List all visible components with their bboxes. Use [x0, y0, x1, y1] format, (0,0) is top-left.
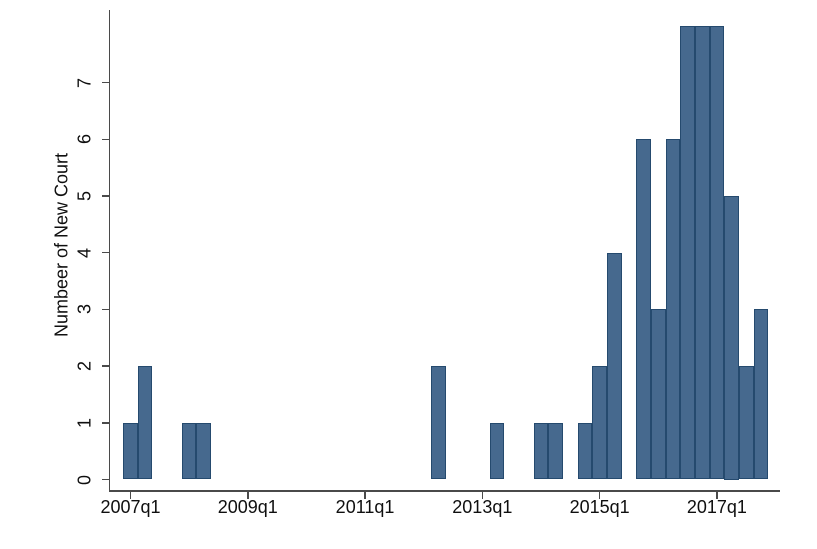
y-axis-line [108, 10, 110, 490]
x-tick-label: 2013q1 [452, 497, 513, 517]
histogram-bar [680, 25, 695, 480]
histogram-bar [577, 422, 593, 480]
histogram-bar [431, 366, 446, 480]
x-tick-mark [716, 491, 718, 499]
y-tick-mark [101, 478, 109, 481]
y-tick-label: 2 [74, 361, 95, 372]
histogram-bar [753, 309, 769, 480]
y-tick-label: 3 [74, 304, 95, 315]
y-tick-mark [101, 195, 109, 197]
x-tick-mark [364, 491, 366, 499]
y-tick-mark [101, 422, 109, 424]
histogram-bar [636, 139, 651, 480]
y-tick-label: 4 [74, 247, 95, 258]
y-tick-label: 6 [74, 134, 95, 145]
histogram-bar [709, 25, 725, 480]
y-tick-mark [101, 365, 109, 367]
x-tick-label: 2009q1 [217, 497, 278, 517]
x-tick-mark [247, 491, 249, 499]
x-axis-line [108, 490, 780, 492]
histogram-bar [123, 422, 138, 480]
histogram-bar [665, 139, 681, 480]
x-tick-label: 2015q1 [569, 497, 630, 517]
y-tick-mark [101, 81, 109, 84]
histogram-bar [738, 366, 754, 480]
y-tick-label: 0 [74, 474, 95, 485]
x-tick-label: 2011q1 [335, 497, 395, 517]
histogram-bar [533, 422, 549, 480]
y-tick-mark [101, 251, 109, 254]
histogram-bar [724, 196, 739, 480]
y-tick-label: 1 [74, 417, 95, 428]
x-tick-mark [598, 491, 601, 499]
histogram-bar [137, 366, 153, 480]
y-tick-label: 7 [74, 77, 95, 88]
histogram-bar [181, 422, 197, 480]
histogram-bar [650, 309, 666, 480]
histogram-bar [196, 422, 212, 480]
histogram-bar [489, 422, 505, 480]
x-tick-mark [481, 491, 484, 499]
x-tick-label: 2007q1 [100, 497, 161, 517]
y-tick-label: 5 [74, 190, 95, 202]
x-tick-mark [129, 491, 132, 499]
y-tick-mark [101, 138, 109, 141]
y-axis-title: Numbeer of New Court [51, 152, 72, 337]
histogram-bar [606, 252, 622, 480]
y-tick-mark [101, 308, 109, 311]
x-tick-label: 2017q1 [686, 497, 747, 517]
histogram-bar [694, 25, 710, 480]
histogram-bar [548, 422, 563, 480]
histogram-bar [592, 366, 607, 480]
